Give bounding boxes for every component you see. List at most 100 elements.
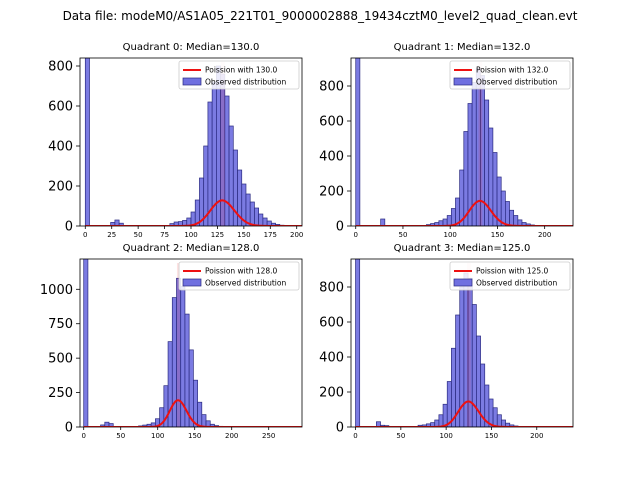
histogram-bar [505, 201, 510, 226]
figure-title: Data file: modeM0/AS1A05_221T01_90000028… [63, 9, 578, 23]
histogram-bar [224, 95, 230, 226]
legend-line-label: Poission with 125.0 [476, 267, 549, 276]
plot-area [84, 58, 302, 226]
x-tick-label: 25 [107, 231, 116, 239]
legend: Poission with 125.0 Observed distribution [449, 261, 571, 291]
y-tick-label: 0 [336, 220, 344, 235]
y-tick-label: 250 [48, 386, 73, 401]
legend-line-label: Poission with 132.0 [476, 66, 549, 75]
y-tick-label: 800 [48, 60, 73, 75]
x-tick-label: 100 [151, 432, 164, 440]
x-tick-label: 125 [211, 231, 224, 239]
y-tick-label: 0 [65, 220, 73, 235]
x-tick-label: 50 [396, 432, 405, 440]
x-tick-label: 150 [485, 432, 498, 440]
x-tick-label: 50 [116, 432, 125, 440]
x-tick-label: 100 [444, 231, 457, 239]
histogram-bar [193, 379, 198, 427]
x-tick-label: 50 [134, 231, 143, 239]
y-tick-label: 0 [65, 421, 73, 436]
legend: Poission with 128.0 Observed distribution [178, 261, 300, 291]
legend-bar-swatch [453, 77, 473, 86]
histogram-bar [509, 209, 515, 226]
y-tick-label: 200 [319, 386, 344, 401]
histogram-bar [442, 403, 448, 427]
histogram-bar [380, 218, 386, 226]
plot-area [355, 259, 573, 427]
legend-line-label: Poission with 128.0 [205, 267, 278, 276]
poisson-curve [355, 400, 573, 427]
quadrant-3-title: Quadrant 3: Median=125.0 [394, 243, 531, 254]
histogram-bar [500, 190, 506, 226]
y-tick-label: 500 [48, 352, 73, 367]
x-tick-label: 0 [353, 231, 357, 239]
y-tick-label: 600 [319, 115, 344, 130]
y-tick-label: 600 [319, 316, 344, 331]
y-tick-label: 400 [48, 140, 73, 155]
histogram-bar [513, 215, 519, 226]
x-tick-label: 50 [398, 231, 407, 239]
x-tick-label: 250 [262, 432, 275, 440]
histogram-bar [446, 215, 452, 226]
quadrant-2-panel: Quadrant 2: Median=128.0 0 250 500 750 1000 0… [40, 243, 303, 440]
y-tick-label: 1000 [40, 283, 73, 298]
y-tick-label: 200 [48, 180, 73, 195]
histogram-bar [83, 259, 89, 427]
quadrant-0-panel: Quadrant 0: Median=130.0 0 200 400 600 800 0 2… [48, 42, 303, 239]
histogram-bar [355, 58, 361, 226]
legend: Poission with 130.0 Observed distribution [178, 60, 300, 90]
y-tick-label: 750 [48, 317, 73, 332]
x-tick-label: 200 [225, 432, 238, 440]
legend-bar-swatch [182, 278, 202, 287]
axes-frame [79, 258, 303, 428]
quadrant-0-title: Quadrant 0: Median=130.0 [123, 42, 260, 53]
histogram-bar [249, 201, 255, 226]
x-tick-label: 200 [290, 231, 303, 239]
legend: Poission with 132.0 Observed distribution [449, 60, 571, 90]
legend-line-label: Poission with 130.0 [205, 66, 278, 75]
histogram-bar [171, 297, 177, 427]
x-tick-label: 100 [184, 231, 197, 239]
poisson-curve [355, 199, 573, 226]
legend-bar-swatch [453, 278, 473, 287]
x-tick-label: 150 [188, 432, 201, 440]
poisson-curve [83, 399, 302, 427]
x-tick-label: 175 [264, 231, 277, 239]
x-tick-label: 100 [439, 432, 452, 440]
histogram-bar [254, 207, 260, 226]
legend-bar-label: Observed distribution [205, 78, 286, 87]
histogram-bar [376, 421, 381, 427]
histogram-bar [258, 213, 264, 226]
histogram-bar [496, 414, 502, 427]
x-tick-label: 150 [491, 231, 504, 239]
axes-frame [350, 258, 574, 428]
legend-bar-swatch [182, 77, 202, 86]
legend-bar-label: Observed distribution [476, 279, 557, 288]
histogram-bar [446, 381, 452, 427]
median-marker [466, 263, 471, 427]
legend-bar-label: Observed distribution [476, 78, 557, 87]
y-tick-label: 800 [319, 281, 344, 296]
median-marker [220, 62, 225, 226]
x-tick-label: 0 [81, 432, 85, 440]
quadrant-3-panel: Quadrant 3: Median=125.0 0 200 400 600 800 0 5… [319, 243, 574, 440]
x-tick-label: 150 [237, 231, 250, 239]
quadrant-2-title: Quadrant 2: Median=128.0 [123, 243, 260, 254]
histogram-bar [84, 58, 90, 226]
y-tick-label: 600 [48, 100, 73, 115]
quadrant-1-title: Quadrant 1: Median=132.0 [394, 42, 531, 53]
axes-frame [350, 57, 574, 227]
histogram-bar [450, 208, 456, 226]
histogram-bar [201, 414, 207, 427]
x-tick-label: 200 [538, 231, 551, 239]
quadrant-1-panel: Quadrant 1: Median=132.0 0 200 400 600 800 0 5… [319, 42, 574, 239]
y-tick-label: 200 [319, 185, 344, 200]
x-tick-label: 200 [530, 432, 543, 440]
histogram-bar [438, 414, 444, 427]
histogram-bar [197, 401, 203, 427]
x-tick-label: 0 [83, 231, 87, 239]
x-tick-label: 0 [353, 432, 357, 440]
y-tick-label: 400 [319, 150, 344, 165]
histogram-bar [228, 125, 234, 226]
